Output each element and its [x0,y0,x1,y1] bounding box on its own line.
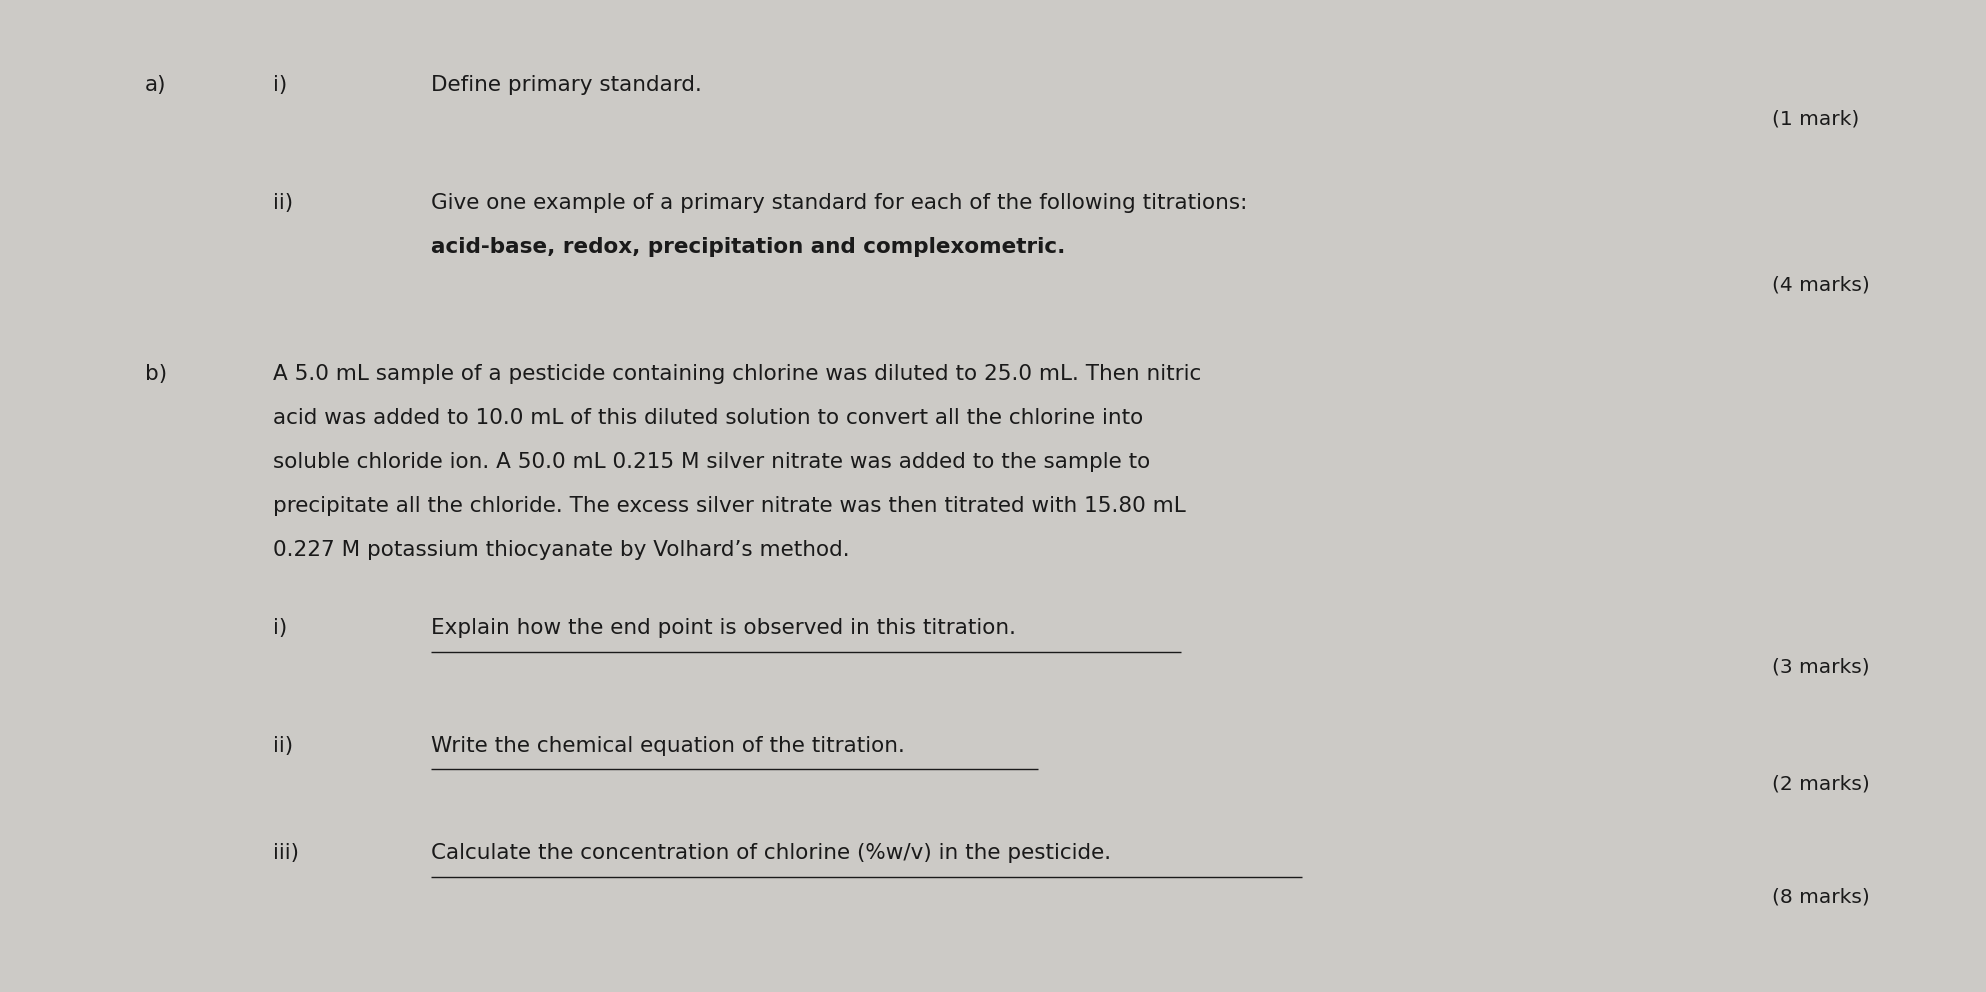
Text: soluble chloride ion. A 50.0 mL 0.215 M silver nitrate was added to the sample t: soluble chloride ion. A 50.0 mL 0.215 M … [274,452,1150,472]
Text: 0.227 M potassium thiocyanate by Volhard’s method.: 0.227 M potassium thiocyanate by Volhard… [274,540,850,560]
Text: Calculate the concentration of chlorine (%w/v) in the pesticide.: Calculate the concentration of chlorine … [431,843,1110,863]
Text: (3 marks): (3 marks) [1772,658,1869,677]
Text: (4 marks): (4 marks) [1772,276,1869,295]
Text: acid-base, redox, precipitation and complexometric.: acid-base, redox, precipitation and comp… [431,237,1064,257]
Text: i): i) [274,75,288,95]
Text: precipitate all the chloride. The excess silver nitrate was then titrated with 1: precipitate all the chloride. The excess… [274,496,1186,516]
Text: (2 marks): (2 marks) [1772,775,1869,794]
Text: b): b) [145,364,167,384]
Text: Define primary standard.: Define primary standard. [431,75,701,95]
Text: ii): ii) [274,736,294,756]
Text: A 5.0 mL sample of a pesticide containing chlorine was diluted to 25.0 mL. Then : A 5.0 mL sample of a pesticide containin… [274,364,1202,384]
Text: acid was added to 10.0 mL of this diluted solution to convert all the chlorine i: acid was added to 10.0 mL of this dilute… [274,408,1144,428]
Text: i): i) [274,618,288,638]
Text: ii): ii) [274,192,294,213]
Text: Explain how the end point is observed in this titration.: Explain how the end point is observed in… [431,618,1017,638]
Text: iii): iii) [274,843,300,863]
Text: (1 mark): (1 mark) [1772,110,1859,129]
Text: Give one example of a primary standard for each of the following titrations:: Give one example of a primary standard f… [431,192,1247,213]
Text: Write the chemical equation of the titration.: Write the chemical equation of the titra… [431,736,906,756]
Text: a): a) [145,75,167,95]
Text: (8 marks): (8 marks) [1772,887,1869,907]
